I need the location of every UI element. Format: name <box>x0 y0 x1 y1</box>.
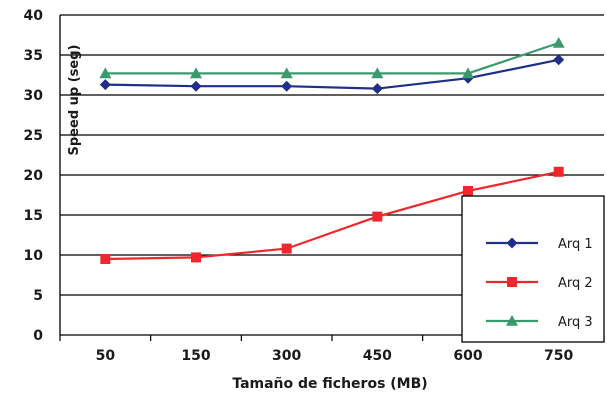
data-point-s2-150 <box>191 252 201 263</box>
y-tick-label-20: 20 <box>24 168 44 184</box>
series-line-2 <box>105 170 559 261</box>
y-tick-label-30: 30 <box>24 88 44 104</box>
data-point-s3-50 <box>99 67 112 79</box>
y-axis-title: Speed up (seg) <box>67 45 82 156</box>
gridlines <box>59 14 604 336</box>
x-tick-label-150: 150 <box>181 348 210 364</box>
data-point-s2-450 <box>372 211 383 222</box>
data-point-s1-50 <box>99 79 111 91</box>
y-axis-ticks: 0 5 10 15 20 25 30 35 40 <box>24 8 44 344</box>
legend-marker-1 <box>506 237 518 249</box>
x-axis-title: Tamaño de ficheros (MB) <box>232 376 427 392</box>
y-tick-label-25: 25 <box>24 128 43 144</box>
x-tick-label-300: 300 <box>272 348 301 364</box>
data-point-s3-750 <box>552 37 565 48</box>
legend-marker-3 <box>506 315 518 326</box>
legend-label-1: Arq 1 <box>558 237 593 252</box>
data-point-s2-600 <box>463 186 473 196</box>
legend-box <box>461 195 605 343</box>
data-point-s1-450 <box>371 83 383 95</box>
legend: Arq 1 Arq 2 Arq 3 <box>461 195 605 343</box>
legend-label-3: Arq 3 <box>558 315 593 330</box>
y-tick-label-5: 5 <box>33 288 43 304</box>
x-tick-label-750: 750 <box>544 348 573 364</box>
y-tick-label-15: 15 <box>24 208 43 224</box>
x-tick-label-50: 50 <box>96 348 116 364</box>
data-point-s1-750 <box>553 54 565 66</box>
y-tick-label-35: 35 <box>24 48 43 64</box>
plot-series <box>99 37 565 264</box>
data-point-s3-300 <box>280 67 293 79</box>
legend-marker-2 <box>507 277 517 287</box>
y-tick-label-40: 40 <box>24 8 44 24</box>
x-tick-label-600: 600 <box>453 348 482 364</box>
legend-label-2: Arq 2 <box>558 276 593 291</box>
data-point-s1-150 <box>190 80 202 92</box>
data-point-s3-600 <box>462 67 474 79</box>
y-tick-label-0: 0 <box>33 328 43 344</box>
data-point-s3-450 <box>371 67 384 79</box>
x-axis-ticks: 50 150 300 450 600 750 <box>59 335 605 364</box>
x-tick-label-450: 450 <box>363 348 392 364</box>
data-point-s1-300 <box>281 80 293 92</box>
data-point-s2-50 <box>100 254 111 264</box>
series-line-3 <box>105 41 560 75</box>
series-line-1 <box>105 58 559 90</box>
data-point-s2-300 <box>281 243 292 254</box>
y-tick-label-10: 10 <box>24 248 44 264</box>
data-point-s2-750 <box>553 166 564 177</box>
data-point-s3-150 <box>190 67 202 79</box>
